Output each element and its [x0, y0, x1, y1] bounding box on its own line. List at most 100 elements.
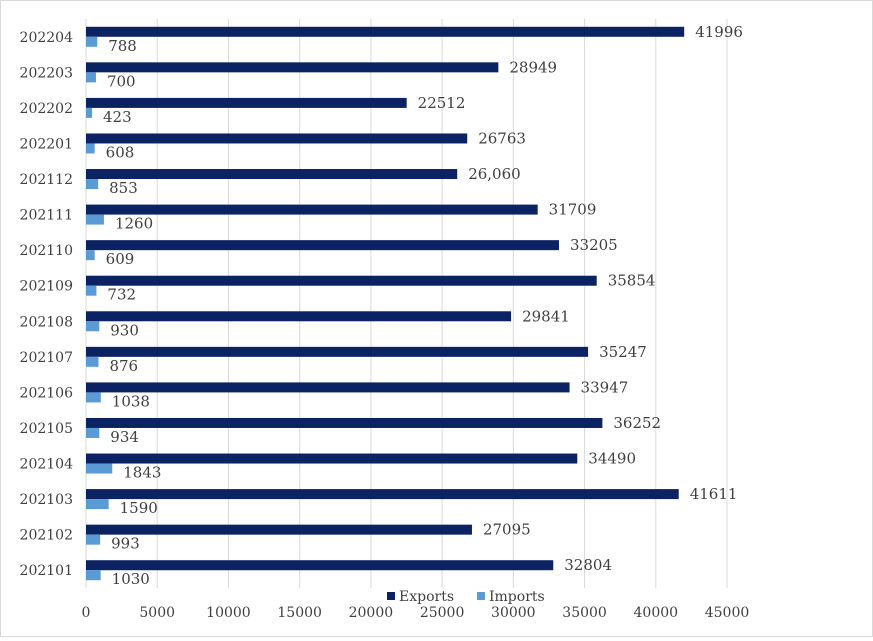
- bar-imports-202103: [86, 499, 109, 510]
- legend-swatch-imports: [477, 592, 485, 600]
- category-label-202103: 202103: [20, 492, 73, 508]
- legend: Exports Imports: [387, 589, 545, 605]
- bar-exports-202110: [86, 240, 559, 251]
- bar-exports-202104: [86, 453, 578, 464]
- category-label-202201: 202201: [20, 136, 73, 152]
- bar-imports-202202: [86, 107, 93, 118]
- bar-imports-202204: [86, 36, 98, 47]
- x-tick-40000: 40000: [634, 605, 679, 621]
- data-label-exports-202108: 29841: [522, 307, 570, 325]
- bar-exports-202105: [86, 417, 603, 428]
- bar-imports-202101: [86, 570, 101, 581]
- bar-imports-202106: [86, 392, 101, 403]
- data-label-imports-202201: 608: [106, 143, 135, 161]
- data-label-imports-202203: 700: [107, 72, 136, 90]
- data-label-exports-202107: 35247: [599, 343, 647, 361]
- data-label-imports-202202: 423: [103, 108, 132, 126]
- x-tick-25000: 25000: [420, 605, 465, 621]
- x-tick-30000: 30000: [491, 605, 536, 621]
- x-tick-5000: 5000: [139, 605, 175, 621]
- category-label-202112: 202112: [20, 172, 73, 188]
- data-label-imports-202106: 1038: [112, 392, 150, 410]
- data-label-imports-202109: 732: [107, 286, 136, 304]
- bar-exports-202107: [86, 346, 589, 357]
- category-label-202104: 202104: [20, 457, 74, 473]
- bar-exports-202204: [86, 26, 685, 37]
- data-label-exports-202101: 32804: [564, 556, 612, 574]
- bar-imports-202110: [86, 250, 95, 261]
- category-label-202105: 202105: [20, 421, 73, 437]
- bar-exports-202112: [86, 169, 458, 180]
- bar-imports-202108: [86, 321, 100, 332]
- x-tick-45000: 45000: [705, 605, 750, 621]
- bar-imports-202112: [86, 179, 99, 190]
- bar-exports-202103: [86, 489, 679, 500]
- bar-imports-202105: [86, 427, 100, 438]
- data-label-imports-202104: 1843: [123, 464, 161, 482]
- data-label-exports-202202: 22512: [418, 94, 466, 112]
- bar-exports-202102: [86, 524, 472, 535]
- bar-imports-202203: [86, 72, 96, 83]
- data-label-exports-202105: 36252: [613, 414, 661, 432]
- data-label-exports-202201: 26763: [478, 129, 526, 147]
- data-label-exports-202109: 35854: [608, 272, 656, 290]
- category-labels: 202101 202102 202103 202104 202105 202106 2021…: [20, 30, 74, 579]
- bar-exports-202106: [86, 382, 570, 393]
- category-label-202111: 202111: [20, 208, 73, 224]
- data-label-imports-202204: 788: [108, 37, 137, 55]
- data-label-imports-202103: 1590: [120, 499, 158, 517]
- category-label-202202: 202202: [20, 101, 73, 117]
- data-label-exports-202204: 41996: [695, 23, 743, 41]
- data-label-imports-202101: 1030: [112, 570, 150, 588]
- bar-exports-202203: [86, 62, 499, 73]
- bar-imports-202104: [86, 463, 113, 474]
- data-label-imports-202102: 993: [111, 535, 140, 553]
- data-label-exports-202203: 28949: [509, 58, 557, 76]
- data-labels: 32804 1030 27095 993 41611 1590 34490 1843 36252…: [103, 23, 743, 588]
- data-label-exports-202102: 27095: [483, 521, 531, 539]
- bar-imports-202111: [86, 214, 104, 225]
- x-tick-20000: 20000: [349, 605, 394, 621]
- category-label-202109: 202109: [20, 279, 73, 295]
- data-label-exports-202106: 33947: [581, 378, 629, 396]
- x-tick-labels: 0 5000 10000 15000 20000 25000 30000 35000 40000…: [82, 605, 750, 621]
- data-label-imports-202111: 1260: [115, 215, 153, 233]
- data-label-imports-202112: 853: [109, 179, 138, 197]
- legend-swatch-exports: [387, 592, 395, 600]
- legend-label-exports: Exports: [399, 589, 454, 605]
- bar-imports-202201: [86, 143, 95, 154]
- category-label-202106: 202106: [20, 385, 74, 401]
- x-tick-10000: 10000: [206, 605, 251, 621]
- data-label-exports-202110: 33205: [570, 236, 618, 254]
- x-tick-15000: 15000: [277, 605, 322, 621]
- bar-exports-202101: [86, 560, 554, 571]
- bar-exports-202109: [86, 275, 597, 286]
- data-label-exports-202112: 26,060: [468, 165, 520, 183]
- x-tick-0: 0: [82, 605, 91, 621]
- legend-label-imports: Imports: [489, 589, 545, 605]
- data-label-imports-202110: 609: [106, 250, 135, 268]
- bars: [86, 26, 685, 581]
- data-label-exports-202104: 34490: [588, 450, 636, 468]
- x-tick-35000: 35000: [562, 605, 607, 621]
- data-label-imports-202107: 876: [109, 357, 138, 375]
- bar-exports-202108: [86, 311, 512, 322]
- bar-imports-202109: [86, 285, 97, 296]
- data-label-exports-202111: 31709: [549, 201, 597, 219]
- category-label-202204: 202204: [20, 30, 74, 46]
- bar-exports-202111: [86, 204, 538, 215]
- data-label-exports-202103: 41611: [690, 485, 738, 503]
- category-label-202102: 202102: [20, 528, 73, 544]
- bar-imports-202102: [86, 534, 101, 545]
- category-label-202107: 202107: [20, 350, 73, 366]
- bar-exports-202201: [86, 133, 468, 144]
- data-label-imports-202108: 930: [110, 321, 139, 339]
- category-label-202110: 202110: [20, 243, 73, 259]
- category-label-202108: 202108: [20, 314, 73, 330]
- data-label-imports-202105: 934: [110, 428, 139, 446]
- category-label-202203: 202203: [20, 65, 73, 81]
- category-label-202101: 202101: [20, 563, 73, 579]
- bar-imports-202107: [86, 356, 99, 367]
